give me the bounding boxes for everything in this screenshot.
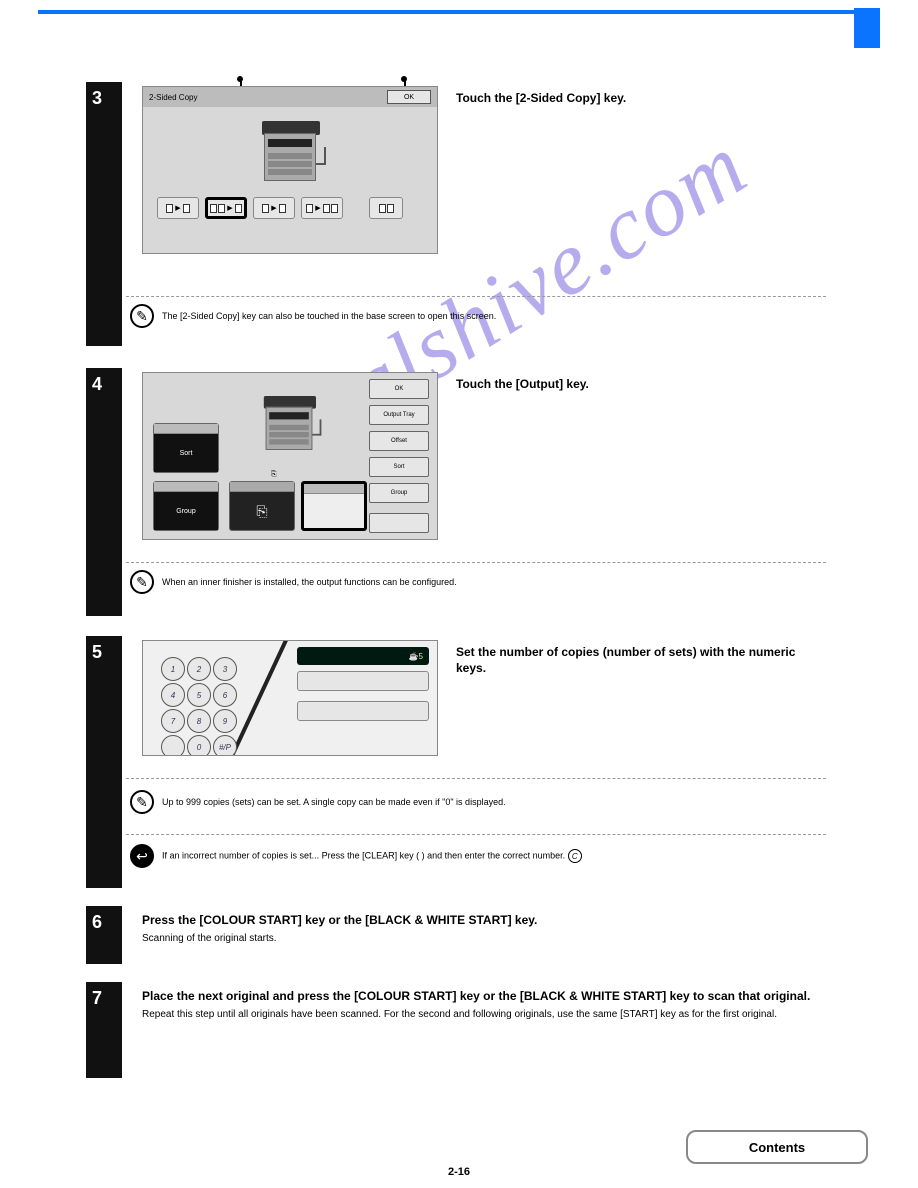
step-3: 3 2-Sided Copy OK	[86, 82, 834, 350]
ok-button[interactable]: OK	[387, 90, 431, 104]
step3-screen-wrap: 2-Sided Copy OK ▶ ▶ ▶	[142, 86, 438, 262]
panel-slot-2[interactable]	[297, 701, 429, 721]
right-ok[interactable]: OK	[369, 379, 429, 399]
out-offset[interactable]	[301, 481, 367, 531]
output-screen: ⎘ Sort Group ⎘ OK Output Tray Offset	[142, 372, 438, 540]
mode-2to1[interactable]: ▶	[253, 197, 295, 219]
step-6: 6 Press the [COLOUR START] key or the [B…	[86, 906, 834, 964]
key-3[interactable]: 3	[213, 657, 237, 681]
step3-text: Touch the [2-Sided Copy] key.	[456, 90, 816, 110]
note-text: When an inner finisher is installed, the…	[162, 577, 826, 587]
mode-pamphlet[interactable]	[369, 197, 403, 219]
callout-dot	[237, 76, 243, 82]
step-bar: 6	[86, 906, 122, 964]
step-number: 6	[92, 912, 102, 933]
step-bar: 4	[86, 368, 122, 616]
header-tab	[854, 8, 880, 48]
note-text: Up to 999 copies (sets) can be set. A si…	[162, 797, 826, 807]
key-0[interactable]: 0	[187, 735, 211, 756]
callout-dot-2	[401, 76, 407, 82]
key-8[interactable]: 8	[187, 709, 211, 733]
out-staple[interactable]: ⎘	[229, 481, 295, 531]
key-1[interactable]: 1	[161, 657, 185, 681]
manual-page: manualshive.com 3 2-Sided Copy OK	[0, 0, 918, 1188]
display-area: ☕ 5	[297, 647, 429, 731]
step-text: Repeat this step until all originals hav…	[142, 1008, 822, 1022]
header-rule	[38, 10, 880, 14]
keypad: 1 2 3 4 5 6 7 8 9 0 #/P	[161, 657, 237, 756]
key-9[interactable]: 9	[213, 709, 237, 733]
right-group[interactable]: Group	[369, 483, 429, 503]
mode-1to1[interactable]: ▶	[157, 197, 199, 219]
key-5[interactable]: 5	[187, 683, 211, 707]
copies-display: ☕ 5	[297, 647, 429, 665]
step-text: Scanning of the original starts.	[142, 932, 822, 946]
key-star[interactable]	[161, 735, 185, 756]
step-4: 4 ⎘ Sort Group ⎘	[86, 368, 834, 616]
key-hash[interactable]: #/P	[213, 735, 237, 756]
step-5: 5 1 2 3 4 5 6 7 8 9 0 #/P	[86, 636, 834, 888]
panel-slot-1[interactable]	[297, 671, 429, 691]
numeric-panel: 1 2 3 4 5 6 7 8 9 0 #/P ☕ 5	[142, 640, 438, 756]
step-number: 5	[92, 642, 102, 663]
mode-2to2[interactable]: ▶	[301, 197, 343, 219]
mode-1to2[interactable]: ▶	[205, 197, 247, 219]
step-7: 7 Place the next original and press the …	[86, 982, 834, 1078]
step-number: 7	[92, 988, 102, 1009]
key-4[interactable]: 4	[161, 683, 185, 707]
step-bar: 5	[86, 636, 122, 888]
step-title: Touch the [Output] key.	[456, 376, 816, 392]
step-title: Set the number of copies (number of sets…	[456, 644, 816, 676]
screen-title: 2-Sided Copy	[149, 93, 197, 102]
step-title: Press the [COLOUR START] key or the [BLA…	[142, 912, 822, 928]
step-title: Touch the [2-Sided Copy] key.	[456, 90, 816, 106]
note-icon: ✎	[130, 570, 154, 594]
cancel-icon: ↩	[130, 844, 154, 868]
out-sort[interactable]: Sort	[153, 423, 219, 473]
contents-button[interactable]: Contents	[686, 1130, 868, 1164]
right-bottom[interactable]	[369, 513, 429, 533]
cancel-note: If an incorrect number of copies is set.…	[162, 849, 826, 863]
printer-graphic-2	[257, 391, 322, 456]
duplex-screen: 2-Sided Copy OK ▶ ▶ ▶	[142, 86, 438, 254]
output-right-list: OK Output Tray Offset Sort Group	[369, 379, 429, 503]
right-offset[interactable]: Offset	[369, 431, 429, 451]
note-text: The [2-Sided Copy] key can also be touch…	[162, 311, 826, 321]
right-tray[interactable]: Output Tray	[369, 405, 429, 425]
printer-graphic	[254, 115, 326, 187]
step-bar: 3	[86, 82, 122, 346]
right-sort[interactable]: Sort	[369, 457, 429, 477]
screen-titlebar: 2-Sided Copy OK	[143, 87, 437, 107]
key-2[interactable]: 2	[187, 657, 211, 681]
step-number: 4	[92, 374, 102, 395]
step-number: 3	[92, 88, 102, 109]
out-group[interactable]: Group	[153, 481, 219, 531]
step-title: Place the next original and press the [C…	[142, 988, 822, 1004]
key-7[interactable]: 7	[161, 709, 185, 733]
key-6[interactable]: 6	[213, 683, 237, 707]
clear-key-icon: C	[568, 849, 582, 863]
step-bar: 7	[86, 982, 122, 1078]
note-icon: ✎	[130, 304, 154, 328]
duplex-mode-row: ▶ ▶ ▶ ▶	[143, 197, 437, 219]
note-icon: ✎	[130, 790, 154, 814]
page-number: 2-16	[448, 1166, 470, 1178]
